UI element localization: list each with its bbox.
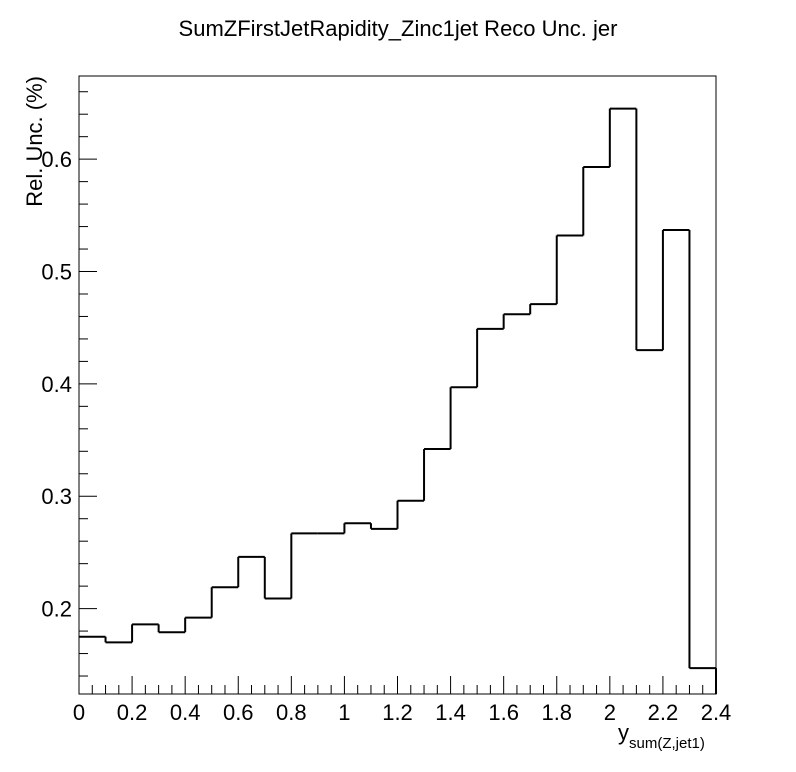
y-tick-label: 0.2 xyxy=(41,597,72,622)
x-tick-label: 2.2 xyxy=(648,700,679,725)
x-tick-label: 1.2 xyxy=(382,700,413,725)
x-axis-ticks xyxy=(78,676,717,694)
histogram-series xyxy=(79,107,717,694)
y-tick-label: 0.4 xyxy=(41,372,72,397)
y-axis-ticks xyxy=(79,91,97,677)
x-axis-label: ysum(Z,jet1) xyxy=(618,720,705,752)
y-tick-label: 0.6 xyxy=(41,147,72,172)
x-tick-label: 0 xyxy=(73,700,85,725)
x-tick-label: 1.4 xyxy=(435,700,466,725)
x-tick-label: 2.4 xyxy=(701,700,732,725)
x-tick-label: 2 xyxy=(604,700,616,725)
x-tick-label: 1.6 xyxy=(488,700,519,725)
x-axis-label-main: y xyxy=(618,720,629,745)
y-axis-label: Rel. Unc. (%) xyxy=(22,76,47,207)
x-axis-tick-labels: 0 0.2 0.4 0.6 0.8 1 1.2 1.4 1.6 1.8 2 2.2 2.4 xyxy=(73,700,731,725)
x-tick-label: 1 xyxy=(338,700,350,725)
x-tick-label: 0.2 xyxy=(117,700,148,725)
x-tick-label: 0.4 xyxy=(170,700,201,725)
plot-frame xyxy=(78,75,717,695)
x-tick-label: 0.6 xyxy=(223,700,254,725)
chart-title: SumZFirstJetRapidity_Zinc1jet Reco Unc. … xyxy=(179,16,618,41)
y-tick-label: 0.3 xyxy=(41,484,72,509)
x-tick-label: 1.8 xyxy=(541,700,572,725)
x-tick-label: 0.8 xyxy=(276,700,307,725)
y-axis-tick-labels: 0.2 0.3 0.4 0.5 0.6 xyxy=(41,147,72,621)
y-tick-label: 0.5 xyxy=(41,260,72,285)
x-axis-label-subscript: sum(Z,jet1) xyxy=(629,735,705,752)
